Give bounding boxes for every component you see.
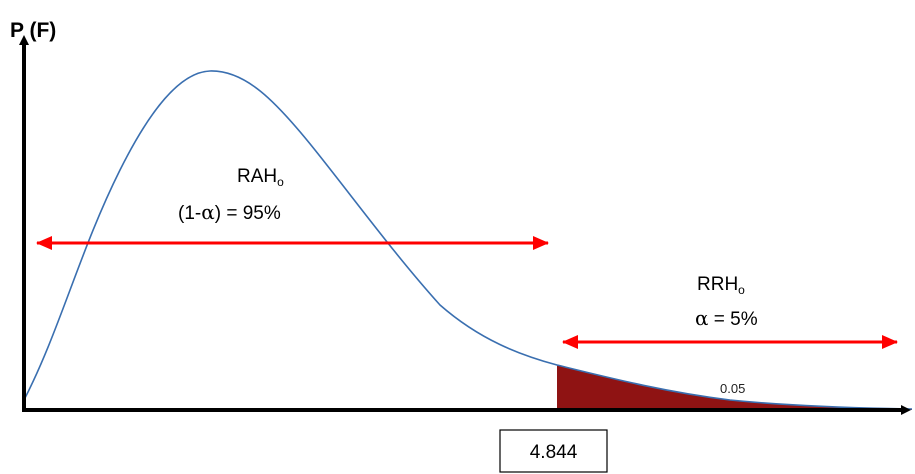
acceptance-label-sub: o: [277, 175, 284, 189]
rejection-tail-area: [557, 365, 912, 410]
alpha-symbol: α: [695, 306, 709, 330]
rejection-label-sub: o: [738, 283, 745, 297]
y-axis-title: P (F): [10, 19, 56, 42]
tail-area-label: 0.05: [720, 381, 745, 396]
rejection-equation: = 5%: [709, 309, 758, 330]
acceptance-confidence-label: (1-α) = 95%: [178, 200, 281, 224]
rejection-alpha-label: α = 5%: [695, 306, 758, 330]
rejection-label-main: RRH: [697, 274, 738, 295]
acceptance-equation: ) = 95%: [215, 203, 281, 224]
critical-value: 4.844: [530, 442, 578, 463]
acceptance-region-label: RAHo: [237, 166, 284, 189]
density-curve: [23, 70, 913, 410]
acceptance-open-paren: (1-: [178, 203, 201, 224]
alpha-symbol: α: [201, 200, 215, 224]
acceptance-label-main: RAH: [237, 166, 277, 187]
critical-value-box: [499, 429, 608, 473]
rejection-region-label: RRHo: [697, 274, 745, 297]
